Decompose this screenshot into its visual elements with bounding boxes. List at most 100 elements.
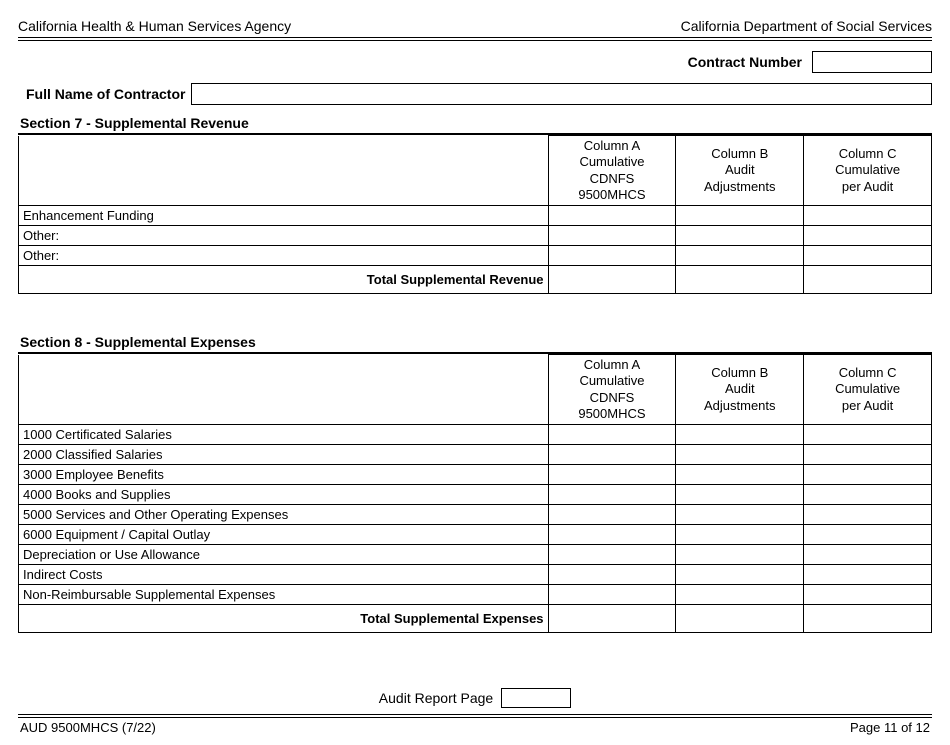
cell-col-a[interactable] bbox=[548, 565, 676, 585]
col-header-c: Column CCumulativeper Audit bbox=[804, 355, 932, 425]
table-row: 4000 Books and Supplies bbox=[19, 485, 932, 505]
cell-col-b[interactable] bbox=[676, 485, 804, 505]
cell-col-a[interactable] bbox=[548, 505, 676, 525]
table-row: 3000 Employee Benefits bbox=[19, 465, 932, 485]
cell-col-b[interactable] bbox=[676, 445, 804, 465]
contractor-label: Full Name of Contractor bbox=[18, 86, 185, 102]
cell-col-b[interactable] bbox=[676, 206, 804, 226]
cell-col-a[interactable] bbox=[548, 226, 676, 246]
total-col-b[interactable] bbox=[676, 266, 804, 294]
cell-col-b[interactable] bbox=[676, 246, 804, 266]
cell-col-b[interactable] bbox=[676, 585, 804, 605]
table-total-row: Total Supplemental Revenue bbox=[19, 266, 932, 294]
cell-col-a[interactable] bbox=[548, 246, 676, 266]
table-row: 5000 Services and Other Operating Expens… bbox=[19, 505, 932, 525]
row-label: 2000 Classified Salaries bbox=[19, 445, 549, 465]
header-rule bbox=[18, 37, 932, 41]
table-row: Other: bbox=[19, 246, 932, 266]
table-row: 2000 Classified Salaries bbox=[19, 445, 932, 465]
row-label: Non-Reimbursable Supplemental Expenses bbox=[19, 585, 549, 605]
cell-col-b[interactable] bbox=[676, 226, 804, 246]
cell-col-a[interactable] bbox=[548, 445, 676, 465]
footer-page-num: Page 11 of 12 bbox=[850, 720, 930, 735]
row-label: Other: bbox=[19, 226, 549, 246]
cell-col-b[interactable] bbox=[676, 465, 804, 485]
col-header-desc bbox=[19, 136, 549, 206]
contract-number-input[interactable] bbox=[812, 51, 932, 73]
cell-col-c[interactable] bbox=[804, 425, 932, 445]
cell-col-a[interactable] bbox=[548, 545, 676, 565]
contract-number-row: Contract Number bbox=[18, 51, 932, 73]
total-label: Total Supplemental Revenue bbox=[19, 266, 549, 294]
section-8-table: Column ACumulativeCDNFS9500MHCS Column B… bbox=[18, 354, 932, 633]
header-right: California Department of Social Services bbox=[681, 18, 932, 34]
table-row: Non-Reimbursable Supplemental Expenses bbox=[19, 585, 932, 605]
audit-page-label: Audit Report Page bbox=[379, 690, 493, 706]
row-label: 4000 Books and Supplies bbox=[19, 485, 549, 505]
total-col-b[interactable] bbox=[676, 605, 804, 633]
cell-col-c[interactable] bbox=[804, 525, 932, 545]
row-label: 3000 Employee Benefits bbox=[19, 465, 549, 485]
cell-col-a[interactable] bbox=[548, 525, 676, 545]
section-7-body: Enhancement FundingOther:Other:Total Sup… bbox=[19, 206, 932, 294]
contractor-row: Full Name of Contractor bbox=[18, 83, 932, 105]
cell-col-c[interactable] bbox=[804, 465, 932, 485]
cell-col-b[interactable] bbox=[676, 505, 804, 525]
table-row: Enhancement Funding bbox=[19, 206, 932, 226]
col-header-b: Column BAuditAdjustments bbox=[676, 355, 804, 425]
cell-col-c[interactable] bbox=[804, 565, 932, 585]
form-page: California Health & Human Services Agenc… bbox=[0, 0, 950, 745]
audit-page-input[interactable] bbox=[501, 688, 571, 708]
cell-col-b[interactable] bbox=[676, 425, 804, 445]
total-col-c[interactable] bbox=[804, 605, 932, 633]
cell-col-b[interactable] bbox=[676, 565, 804, 585]
table-header-row: Column ACumulativeCDNFS9500MHCS Column B… bbox=[19, 355, 932, 425]
cell-col-a[interactable] bbox=[548, 206, 676, 226]
total-col-a[interactable] bbox=[548, 266, 676, 294]
table-total-row: Total Supplemental Expenses bbox=[19, 605, 932, 633]
table-header-row: Column ACumulativeCDNFS9500MHCS Column B… bbox=[19, 136, 932, 206]
cell-col-c[interactable] bbox=[804, 505, 932, 525]
footer-rule bbox=[18, 714, 932, 718]
table-row: Indirect Costs bbox=[19, 565, 932, 585]
cell-col-c[interactable] bbox=[804, 206, 932, 226]
cell-col-a[interactable] bbox=[548, 465, 676, 485]
col-header-c: Column CCumulativeper Audit bbox=[804, 136, 932, 206]
audit-page-row: Audit Report Page bbox=[18, 688, 932, 708]
footer-form-id: AUD 9500MHCS (7/22) bbox=[20, 720, 156, 735]
row-label: Enhancement Funding bbox=[19, 206, 549, 226]
col-header-a: Column ACumulativeCDNFS9500MHCS bbox=[548, 136, 676, 206]
cell-col-b[interactable] bbox=[676, 545, 804, 565]
cell-col-a[interactable] bbox=[548, 585, 676, 605]
total-col-a[interactable] bbox=[548, 605, 676, 633]
cell-col-a[interactable] bbox=[548, 425, 676, 445]
table-row: 1000 Certificated Salaries bbox=[19, 425, 932, 445]
cell-col-c[interactable] bbox=[804, 226, 932, 246]
cell-col-c[interactable] bbox=[804, 246, 932, 266]
cell-col-b[interactable] bbox=[676, 525, 804, 545]
table-row: Depreciation or Use Allowance bbox=[19, 545, 932, 565]
row-label: 6000 Equipment / Capital Outlay bbox=[19, 525, 549, 545]
cell-col-c[interactable] bbox=[804, 545, 932, 565]
cell-col-c[interactable] bbox=[804, 585, 932, 605]
col-header-b: Column BAuditAdjustments bbox=[676, 136, 804, 206]
row-label: 1000 Certificated Salaries bbox=[19, 425, 549, 445]
header-left: California Health & Human Services Agenc… bbox=[18, 18, 291, 34]
row-label: Other: bbox=[19, 246, 549, 266]
row-label: Depreciation or Use Allowance bbox=[19, 545, 549, 565]
col-header-desc bbox=[19, 355, 549, 425]
page-header: California Health & Human Services Agenc… bbox=[18, 18, 932, 36]
section-8-title: Section 8 - Supplemental Expenses bbox=[18, 334, 932, 354]
total-col-c[interactable] bbox=[804, 266, 932, 294]
section-7-table: Column ACumulativeCDNFS9500MHCS Column B… bbox=[18, 135, 932, 294]
section-8-body: 1000 Certificated Salaries2000 Classifie… bbox=[19, 425, 932, 633]
table-row: 6000 Equipment / Capital Outlay bbox=[19, 525, 932, 545]
cell-col-a[interactable] bbox=[548, 485, 676, 505]
col-header-a: Column ACumulativeCDNFS9500MHCS bbox=[548, 355, 676, 425]
table-row: Other: bbox=[19, 226, 932, 246]
row-label: 5000 Services and Other Operating Expens… bbox=[19, 505, 549, 525]
contractor-input[interactable] bbox=[191, 83, 932, 105]
cell-col-c[interactable] bbox=[804, 485, 932, 505]
page-footer: AUD 9500MHCS (7/22) Page 11 of 12 bbox=[18, 720, 932, 735]
cell-col-c[interactable] bbox=[804, 445, 932, 465]
